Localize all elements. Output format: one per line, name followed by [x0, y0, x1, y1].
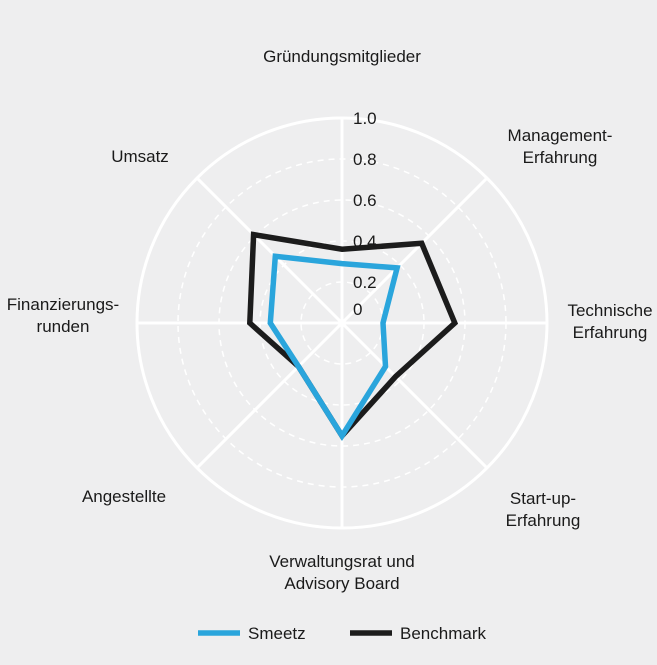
tick-label: 0.8 [353, 150, 377, 169]
axis-label: Technische Erfahrung [567, 301, 652, 342]
spoke [195, 321, 344, 470]
axis-label: Start-up-Erfahrung [506, 489, 581, 530]
axis-labels: Gründungsmitglieder Management-Erfahrung T… [7, 47, 653, 593]
axis-label: Angestellte [82, 487, 166, 506]
tick-label: 0.6 [353, 191, 377, 210]
radar-grid [135, 116, 549, 530]
legend-label-smeetz: Smeetz [248, 624, 306, 643]
axis-label: Management-Erfahrung [508, 126, 613, 167]
axis-label: Gründungsmitglieder [263, 47, 421, 66]
tick-label: 0.4 [353, 232, 377, 251]
series-smeetz-line [267, 253, 401, 441]
legend-label-benchmark: Benchmark [400, 624, 486, 643]
radar-series [246, 231, 459, 441]
axis-label: Umsatz [111, 147, 169, 166]
radial-tick-labels: 0 0.2 0.4 0.6 0.8 1.0 [353, 109, 377, 319]
spoke [195, 176, 344, 325]
spoke [340, 321, 489, 470]
tick-label: 0.2 [353, 273, 377, 292]
legend: Smeetz Benchmark [198, 624, 486, 643]
tick-label: 0 [353, 300, 362, 319]
tick-label: 1.0 [353, 109, 377, 128]
axis-label: Finanzierungs-runden [7, 295, 119, 336]
spoke [340, 176, 489, 325]
axis-label: Verwaltungsrat und Advisory Board [269, 552, 415, 593]
